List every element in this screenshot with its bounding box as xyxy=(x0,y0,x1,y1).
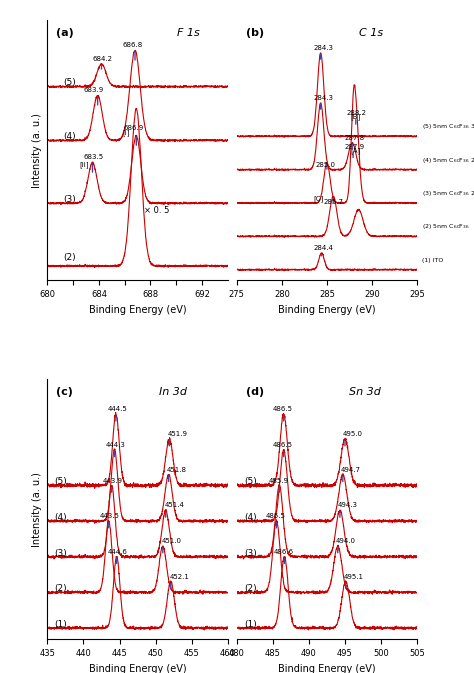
Text: [ii]: [ii] xyxy=(80,161,89,168)
Text: 485.9: 485.9 xyxy=(268,478,289,483)
Text: 451.8: 451.8 xyxy=(167,467,187,473)
Text: 486.6: 486.6 xyxy=(273,548,294,555)
Text: (5): (5) xyxy=(55,477,67,487)
Text: (a): (a) xyxy=(56,28,74,38)
Text: F 1s: F 1s xyxy=(177,28,200,38)
Text: 444.5: 444.5 xyxy=(107,406,127,413)
Text: 452.1: 452.1 xyxy=(169,574,189,579)
Text: (5): (5) xyxy=(63,78,76,87)
Text: 287.8: 287.8 xyxy=(345,135,365,141)
Text: [C]: [C] xyxy=(313,195,324,202)
Text: (2): (2) xyxy=(55,584,67,593)
Text: 443.9: 443.9 xyxy=(103,478,123,483)
Text: 486.5: 486.5 xyxy=(273,406,293,413)
Text: [B]: [B] xyxy=(350,114,361,120)
Text: (d): (d) xyxy=(246,387,264,397)
Text: 288.2: 288.2 xyxy=(347,110,367,116)
Text: (1): (1) xyxy=(55,620,67,629)
Text: 287.9: 287.9 xyxy=(345,143,365,149)
Text: 686.8: 686.8 xyxy=(122,42,142,48)
Text: (2) 5nm C$_{60}$F$_{36}$: (2) 5nm C$_{60}$F$_{36}$ xyxy=(422,223,469,232)
Text: (5): (5) xyxy=(244,477,257,487)
Text: × 0. 5: × 0. 5 xyxy=(144,206,169,215)
Text: 485.5: 485.5 xyxy=(265,513,285,519)
Text: (c): (c) xyxy=(56,387,73,397)
Text: (3) 5nm C$_{60}$F$_{36}$ 200°C anneal: (3) 5nm C$_{60}$F$_{36}$ 200°C anneal xyxy=(422,189,474,198)
Text: 451.9: 451.9 xyxy=(168,431,188,437)
Text: 451.4: 451.4 xyxy=(164,503,184,509)
Text: 495.1: 495.1 xyxy=(344,574,364,579)
Text: 494.0: 494.0 xyxy=(336,538,356,544)
Text: (3): (3) xyxy=(63,195,76,204)
Text: 284.4: 284.4 xyxy=(313,246,333,251)
Y-axis label: Intensity (a. u.): Intensity (a. u.) xyxy=(32,472,42,546)
X-axis label: Binding Energy (eV): Binding Energy (eV) xyxy=(278,305,376,314)
Text: 451.0: 451.0 xyxy=(161,538,182,544)
Text: C 1s: C 1s xyxy=(359,28,383,38)
Text: 285.7: 285.7 xyxy=(323,199,343,205)
Text: 494.7: 494.7 xyxy=(341,467,361,473)
Text: 683.9: 683.9 xyxy=(83,87,104,93)
Text: 444.3: 444.3 xyxy=(106,442,126,448)
Text: 486.5: 486.5 xyxy=(273,442,293,448)
Text: 494.3: 494.3 xyxy=(338,503,358,509)
Text: [A]: [A] xyxy=(350,147,361,153)
Text: 684.2: 684.2 xyxy=(92,56,112,61)
Text: 444.6: 444.6 xyxy=(108,548,128,555)
Text: (2): (2) xyxy=(63,253,75,262)
Text: (5) 5nm C$_{60}$F$_{36}$ 300°C anneal: (5) 5nm C$_{60}$F$_{36}$ 300°C anneal xyxy=(422,122,474,131)
Text: 284.3: 284.3 xyxy=(313,96,333,101)
Text: (1) ITO: (1) ITO xyxy=(422,258,443,263)
Text: 284.3: 284.3 xyxy=(313,45,333,51)
Text: (2): (2) xyxy=(244,584,256,593)
Text: (4) 5nm C$_{60}$F$_{36}$ 250°C anneal: (4) 5nm C$_{60}$F$_{36}$ 250°C anneal xyxy=(422,155,474,165)
Text: 285.0: 285.0 xyxy=(315,162,335,168)
X-axis label: Binding Energy (eV): Binding Energy (eV) xyxy=(89,664,186,673)
Text: [i]: [i] xyxy=(122,130,129,137)
Text: (1): (1) xyxy=(244,620,257,629)
Text: (3): (3) xyxy=(244,548,257,558)
Text: (4): (4) xyxy=(244,513,256,522)
Text: 683.5: 683.5 xyxy=(83,154,104,160)
Text: 686.9: 686.9 xyxy=(123,125,144,131)
Text: 443.5: 443.5 xyxy=(100,513,120,519)
Text: (b): (b) xyxy=(246,28,264,38)
X-axis label: Binding Energy (eV): Binding Energy (eV) xyxy=(89,305,186,314)
Text: Sn 3d: Sn 3d xyxy=(348,387,381,397)
Text: (4): (4) xyxy=(55,513,67,522)
Text: 495.0: 495.0 xyxy=(343,431,363,437)
X-axis label: Binding Energy (eV): Binding Energy (eV) xyxy=(278,664,376,673)
Text: In 3d: In 3d xyxy=(159,387,187,397)
Y-axis label: Intensity (a. u.): Intensity (a. u.) xyxy=(32,113,42,188)
Text: (3): (3) xyxy=(55,548,67,558)
Text: (4): (4) xyxy=(63,132,75,141)
